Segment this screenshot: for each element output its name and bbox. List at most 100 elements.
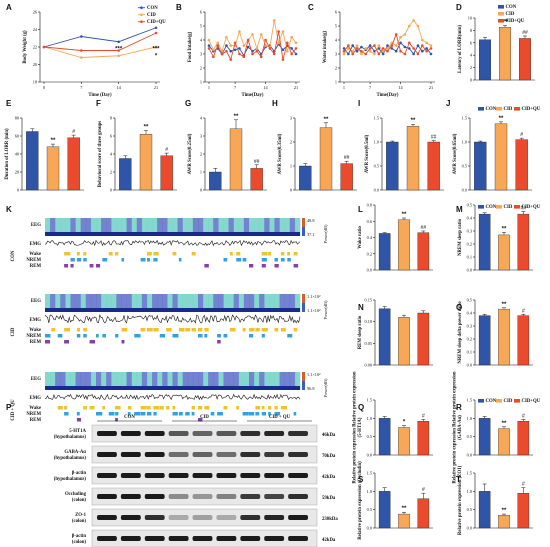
track-label-rem: REM (30, 264, 42, 269)
blot-tissue-label: (colon) (72, 519, 87, 524)
data-point (364, 52, 368, 56)
spectrogram-cell (167, 294, 173, 312)
y-tick-label: 1.5 (467, 398, 472, 403)
eeg-spectrogram (45, 218, 301, 236)
hypnogram-nrem-epoch (115, 334, 119, 338)
blot-band (216, 431, 237, 436)
panel-letter-d: D (456, 3, 462, 12)
significance-mark: ** (502, 508, 507, 514)
legend-d: CON CID CID+QU (498, 5, 525, 24)
legend-label: CID+QU (522, 399, 541, 404)
x-axis-label: Time (Day) (88, 93, 112, 98)
spectrogram-cell (101, 218, 107, 236)
power-max-label: 1.1×10² (307, 372, 321, 377)
bar-con (479, 39, 491, 81)
power-axis-label: Power(dB) (323, 300, 328, 319)
y-axis-label: Relative protein expression Relative pro… (353, 371, 358, 484)
blot-band (216, 515, 237, 520)
y-tick-label: 1.5 (467, 471, 472, 476)
y-tick-label: 3 (200, 52, 202, 57)
power-min-label: 96.8 (307, 386, 315, 391)
spectrogram-cell (85, 294, 92, 312)
spectrogram-cell (213, 294, 219, 312)
spectrogram-cell (80, 218, 87, 236)
significance-mark: ## (344, 155, 350, 161)
data-point (80, 35, 83, 38)
significance-mark: ** (144, 125, 149, 131)
data-point (212, 48, 215, 52)
data-point (355, 44, 359, 47)
track-label-wake: Wake (29, 252, 41, 257)
data-point (416, 44, 420, 47)
spectrogram-cell (289, 372, 296, 390)
legend-swatch (496, 399, 502, 403)
hypnogram-wake-epoch (261, 252, 268, 256)
y-tick-label: 0.4 (467, 311, 473, 316)
blot-band (144, 431, 165, 436)
legend-swatch (498, 5, 504, 9)
spectrogram-cell (96, 218, 102, 236)
data-point (403, 33, 407, 36)
track-label-eeg: EEG (31, 223, 41, 228)
bar-cid (498, 234, 510, 271)
data-point (80, 49, 83, 52)
hypnogram-rem-epoch (115, 418, 118, 422)
hypnogram-nrem-epoch (140, 258, 146, 262)
data-point (381, 47, 385, 50)
data-point (407, 41, 411, 45)
blot-band (264, 494, 285, 499)
blot-band (97, 473, 117, 478)
spectrogram-cell (70, 218, 76, 236)
data-point (394, 49, 398, 53)
bar-cid-qu (427, 141, 440, 191)
spectrogram-cell (147, 372, 153, 390)
chart-s: 0.0 0.5 1.0 1.5 Relative protein expression … (358, 461, 433, 540)
spectrogram-cell (274, 372, 280, 390)
data-point (373, 52, 376, 56)
data-point (233, 41, 237, 45)
legend-label: CID (147, 13, 156, 18)
blot-strip (91, 508, 318, 527)
x-tick-label: 21 (294, 85, 298, 90)
x-tick-label: 7 (234, 85, 237, 90)
bar-cid (398, 427, 410, 456)
blot-protein-label: β-actin (72, 534, 87, 539)
legend-label: CID (504, 107, 513, 112)
y-tick-label: 1 (290, 164, 292, 169)
hypnogram-rem-epoch (293, 264, 299, 268)
blot-group-label: CID + QU (269, 415, 291, 420)
data-point (259, 55, 263, 59)
spectrogram-cell (264, 372, 270, 390)
series-line-con (43, 27, 157, 48)
hypnogram-nrem-epoch (96, 412, 103, 416)
power-colorbar-low (302, 303, 305, 312)
hypnogram-wake-epoch (147, 328, 153, 332)
hypnogram-wake-epoch (198, 406, 203, 410)
legend-label: CID+QU (506, 19, 525, 24)
hypnogram-nrem-epoch (115, 412, 119, 416)
hypnogram-wake-epoch (236, 406, 240, 410)
hypnogram-wake-epoch (153, 406, 160, 410)
spectrogram-cell (90, 218, 97, 236)
y-tick-label: 0.0 (367, 268, 372, 273)
y-tick-label: 0.5 (367, 507, 372, 512)
data-point (286, 41, 289, 45)
y-tick-label: 0.5 (374, 164, 379, 169)
spectrogram-cell (269, 218, 275, 236)
panel-letter-a: A (6, 3, 12, 12)
spectrogram-cell (90, 294, 97, 312)
blot-band (192, 494, 213, 499)
hypnogram-nrem-epoch (102, 334, 106, 338)
hypnogram-wake-epoch (102, 406, 106, 410)
x-tick-label: 1 (208, 85, 210, 90)
series-line-cid (43, 46, 157, 58)
blot-band (144, 494, 165, 499)
data-point (154, 31, 158, 35)
hypnogram-nrem-epoch (198, 334, 203, 338)
bar-cid-qu (517, 213, 530, 271)
x-tick-label: 7 (80, 85, 83, 90)
hypnogram-nrem-epoch (261, 258, 267, 262)
y-axis-label: NREM sleep delta power ratio (458, 301, 463, 364)
hypnogram-wake-epoch (153, 252, 159, 256)
y-tick-label: 0.6 (367, 219, 373, 224)
